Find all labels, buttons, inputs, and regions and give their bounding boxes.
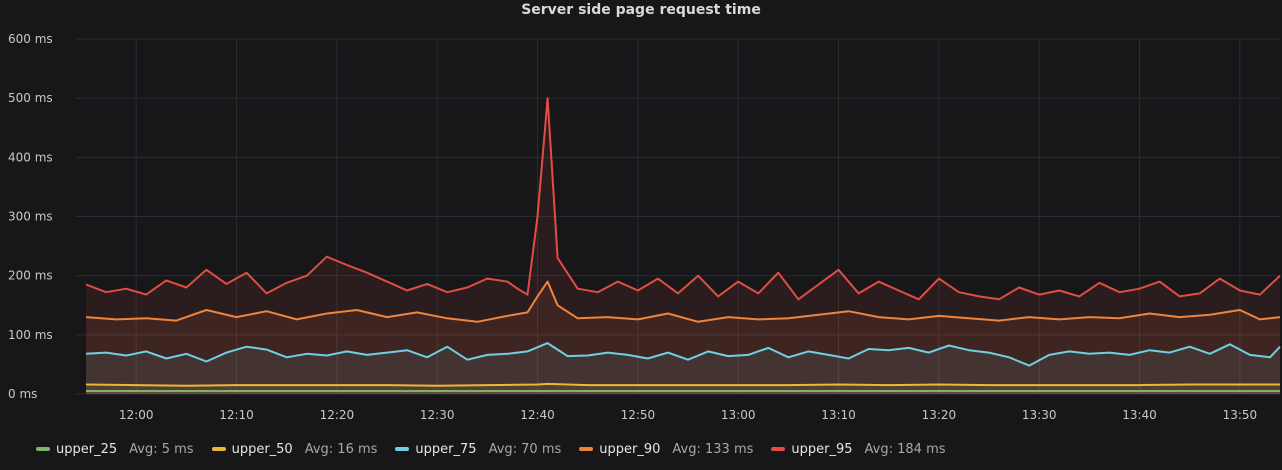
x-tick-label: 13:50 — [1223, 408, 1258, 422]
legend-series-avg: Avg: 133 ms — [672, 441, 754, 457]
x-tick-label: 12:40 — [520, 408, 555, 422]
x-tick-label: 13:10 — [821, 408, 856, 422]
series-area-upper_90 — [86, 281, 1280, 394]
series-line-upper_90 — [85, 280, 1281, 323]
legend-series-name: upper_75 — [415, 441, 477, 457]
series-area-upper_75 — [86, 343, 1280, 394]
legend-series-name: upper_50 — [231, 441, 293, 457]
x-tick-label: 13:00 — [721, 408, 756, 422]
y-tick-label: 300 ms — [8, 210, 53, 224]
legend-item-upper_25[interactable]: upper_25 Avg: 5 ms — [36, 442, 194, 457]
x-tick-label: 12:10 — [219, 408, 254, 422]
legend-swatch — [579, 447, 594, 451]
legend-item-upper_90[interactable]: upper_90 Avg: 133 ms — [579, 442, 753, 457]
legend-series-name: upper_25 — [56, 441, 118, 457]
y-tick-label: 0 ms — [8, 387, 37, 401]
legend-series-name: upper_95 — [791, 441, 853, 457]
legend-swatch — [395, 447, 410, 451]
legend-swatch — [771, 447, 786, 451]
legend-series-name: upper_90 — [599, 441, 661, 457]
series-line-upper_50 — [85, 382, 1280, 387]
y-tick-label: 200 ms — [8, 269, 53, 283]
legend-series-avg: Avg: 5 ms — [129, 441, 194, 457]
x-tick-label: 12:00 — [119, 408, 154, 422]
legend-series-avg: Avg: 184 ms — [864, 441, 946, 457]
x-tick-label: 13:30 — [1022, 408, 1057, 422]
legend-item-upper_95[interactable]: upper_95 Avg: 184 ms — [771, 441, 946, 457]
legend-swatch — [36, 447, 50, 451]
chart-title: Server side page request time — [521, 2, 761, 18]
legend-item-upper_75[interactable]: upper_75 Avg: 70 ms — [395, 442, 561, 457]
series-line-upper_95 — [85, 97, 1281, 301]
x-tick-label: 13:40 — [1122, 408, 1157, 422]
legend-series-avg: Avg: 16 ms — [304, 441, 378, 457]
x-tick-label: 12:30 — [420, 408, 455, 422]
line-chart[interactable]: 0 ms 100 ms 200 ms 300 ms 400 ms 500 ms 600 ms… — [0, 0, 1282, 435]
x-tick-label: 13:20 — [922, 408, 957, 422]
x-tick-label: 12:50 — [621, 408, 656, 422]
legend-swatch — [211, 447, 226, 451]
legend-series-avg: Avg: 70 ms — [488, 441, 562, 457]
y-tick-label: 400 ms — [8, 150, 53, 164]
series-line-upper_75 — [85, 342, 1281, 367]
y-tick-label: 100 ms — [8, 328, 53, 342]
legend-item-upper_50[interactable]: upper_50 Avg: 16 ms — [211, 441, 378, 457]
y-tick-label: 500 ms — [8, 91, 53, 105]
x-tick-label: 12:20 — [320, 408, 355, 422]
legend: upper_25 Avg: 5 ms upper_50 Avg: 16 ms upper… — [36, 438, 964, 460]
y-tick-label: 600 ms — [8, 32, 53, 46]
